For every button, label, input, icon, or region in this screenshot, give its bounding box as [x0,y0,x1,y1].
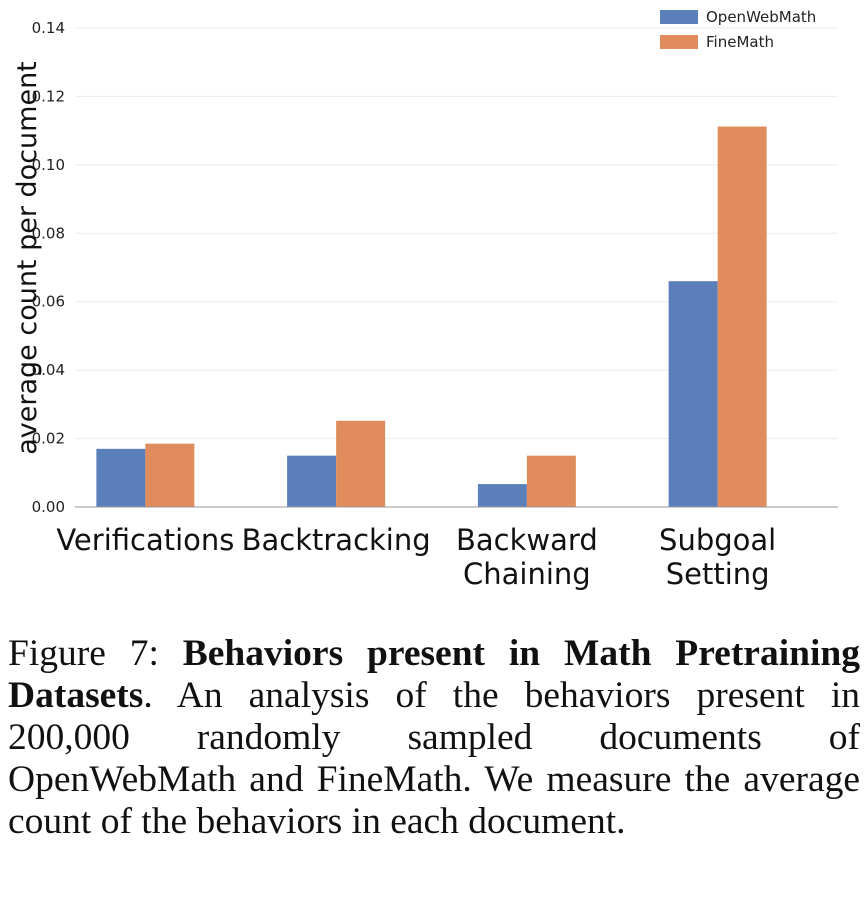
bars [96,126,767,507]
grid-lines [75,27,838,440]
bar-finemath-2 [526,455,576,507]
caption-body: . An analysis of the behaviors present i… [8,675,860,842]
bar-openwebmath-3 [668,281,718,507]
legend-label: FineMath [706,33,774,51]
y-tick-label: 0.08 [32,224,65,242]
y-tick-label: 0.10 [32,156,65,174]
bar-chart: 0.00 0.02 0.04 0.06 0.08 0.10 0.12 0.14 Verific… [12,8,838,591]
bar-finemath-3 [717,126,767,507]
caption-title: Behaviors present in Math Pretraining Da… [8,633,861,716]
legend-swatch [660,10,698,24]
y-tick-label: 0.12 [32,87,65,105]
bar-openwebmath-0 [96,448,146,507]
bar-openwebmath-1 [287,455,337,507]
y-axis-label: average count per document [12,61,43,455]
y-tick-label: 0.00 [32,498,65,516]
x-tick-label: Subgoal Setting [659,523,776,591]
y-tick-label: 0.06 [32,293,65,311]
x-tick-labels: Verifications Backtracking Backward Chainin… [56,523,776,591]
x-tick-label: Backtracking [242,523,431,557]
legend-label: OpenWebMath [706,8,816,26]
y-tick-label: 0.02 [32,430,65,448]
x-tick-label: Verifications [56,523,234,557]
figure-caption: Figure 7: Behaviors present in Math Pret… [8,633,860,843]
y-tick-label: 0.14 [32,19,65,37]
caption-label: Figure 7: [8,633,183,674]
bar-openwebmath-2 [477,484,527,507]
y-tick-label: 0.04 [32,361,65,379]
bar-finemath-0 [145,443,195,507]
x-tick-label: Backward Chaining [456,523,598,591]
bar-finemath-1 [336,420,386,507]
legend: OpenWebMath FineMath [660,8,816,51]
y-tick-labels: 0.00 0.02 0.04 0.06 0.08 0.10 0.12 0.14 [32,19,65,516]
legend-swatch [660,35,698,49]
